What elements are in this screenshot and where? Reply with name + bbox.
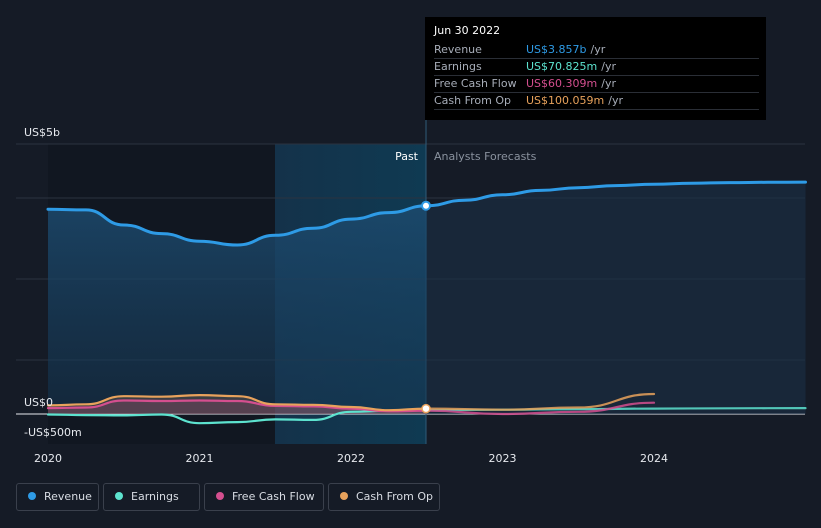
tooltip-value: US$100.059m/yr [526,94,623,107]
tooltip-value: US$60.309m/yr [526,77,616,90]
data-tooltip: Jun 30 2022 Revenue US$3.857b/yr Earning… [425,17,766,120]
revenue-forecast-area [426,182,806,414]
tooltip-label: Free Cash Flow [434,77,517,90]
y-tick-label: -US$500m [24,426,82,439]
tooltip-date: Jun 30 2022 [434,24,501,37]
series-area [48,400,427,414]
revenue-marker [421,200,431,211]
tooltip-row-cash-from-op: Cash From Op US$100.059m/yr [434,92,759,110]
x-tick-label: 2023 [489,452,517,465]
legend-label: Free Cash Flow [232,490,315,503]
free-cash-flow-line [46,399,428,413]
tooltip-row-earnings: Earnings US$70.825m/yr [434,58,759,76]
revenue-line [46,204,429,247]
revenue-forecast-line [425,180,807,208]
x-tick-label: 2024 [640,452,668,465]
cash-from-op-dot-icon [340,492,348,500]
tooltip-row-revenue: Revenue US$3.857b/yr [434,41,759,59]
x-tick-label: 2021 [186,452,214,465]
revenue-dot-icon [28,492,36,500]
legend-item-revenue[interactable]: Revenue [16,483,99,511]
cash-from-op-marker [421,403,431,414]
earnings-line [46,409,428,425]
x-tick-label: 2020 [34,452,62,465]
tooltip-value: US$3.857b/yr [526,43,606,56]
tooltip-label: Revenue [434,43,482,56]
free-cash-flow-dot-icon [216,492,224,500]
tooltip-label: Earnings [434,60,482,73]
past-label: Past [395,150,419,163]
legend-item-free-cash-flow[interactable]: Free Cash Flow [204,483,324,511]
y-tick-label: US$0 [24,396,53,409]
revenue-area [48,205,427,414]
cash-from-op-forecast-line [425,392,656,411]
tooltip-value: US$70.825m/yr [526,60,616,73]
legend-label: Revenue [44,490,92,503]
earnings-dot-icon [115,492,123,500]
forecast-label: Analysts Forecasts [434,150,537,163]
legend-label: Earnings [131,490,179,503]
tooltip-row-free-cash-flow: Free Cash Flow US$60.309m/yr [434,75,759,93]
legend-item-cash-from-op[interactable]: Cash From Op [328,483,440,511]
plot-bg [16,144,48,444]
legend-label: Cash From Op [356,490,434,503]
legend-item-earnings[interactable]: Earnings [103,483,200,511]
x-tick-label: 2022 [337,452,365,465]
y-tick-label: US$5b [24,126,60,139]
free-cash-flow-forecast-line [425,401,656,416]
cash-from-op-line [46,393,428,412]
tooltip-label: Cash From Op [434,94,512,107]
